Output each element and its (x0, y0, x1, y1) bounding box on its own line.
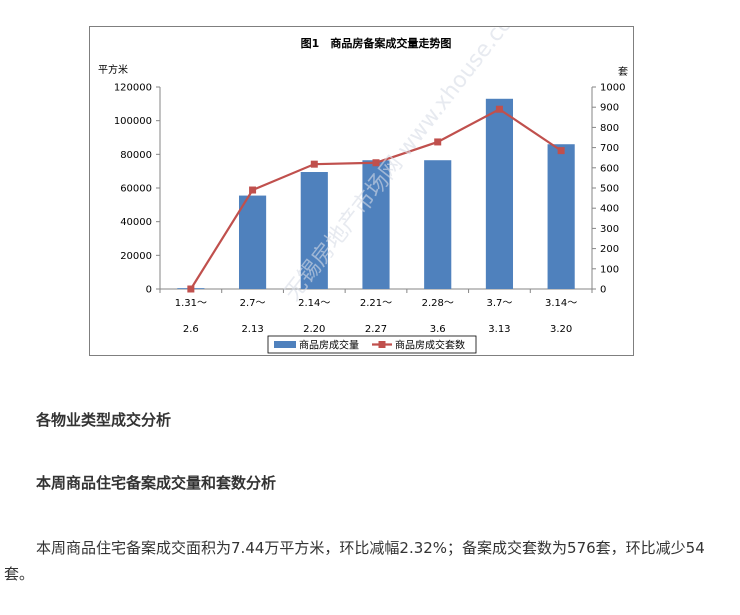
bar-2.21～ (362, 160, 390, 289)
line-point (434, 138, 442, 146)
legend-label-bar: 商品房成交量 (299, 339, 359, 352)
x-tick-label: 1.31～ (175, 298, 207, 309)
y-left-unit: 平方米 (98, 63, 128, 76)
chart-container: 图1 商品房备案成交量走势图平方米 套 0 20000 40000 60000 80000 1… (89, 26, 634, 356)
x-tick-label-second-line: 2.20 (303, 324, 325, 335)
y-right-tick-label: 200 (600, 244, 619, 255)
x-tick-label-second-line: 3.6 (430, 324, 446, 335)
y-right-tick-label: 800 (600, 123, 619, 134)
summary-paragraph: 本周商品住宅备案成交面积为7.44万平方米，环比减幅2.32%；备案成交套数为5… (36, 539, 705, 557)
line-point (187, 285, 195, 293)
section-heading-residential: 本周商品住宅备案成交量和套数分析 (36, 474, 277, 492)
x-tick-label: 3.7～ (486, 298, 512, 309)
bar-3.7～ (485, 98, 514, 290)
line-point (249, 186, 257, 194)
line-point (557, 147, 565, 155)
legend-label-line: 商品房成交套数 (395, 339, 465, 352)
x-tick-label: 3.14～ (545, 298, 577, 309)
summary-paragraph-tail: 套。 (4, 565, 35, 583)
line-point (495, 105, 503, 113)
y-left-tick-label: 0 (146, 285, 152, 296)
y-right-tick-label: 300 (600, 224, 619, 235)
x-tick-label-second-line: 3.13 (488, 324, 510, 335)
x-tick-label: 2.21～ (360, 298, 392, 309)
y-left-tick-label: 100000 (114, 116, 152, 127)
y-right-tick-label: 500 (600, 184, 619, 195)
legend-swatch-bar (274, 341, 296, 348)
chart-title: 图1 商品房备案成交量走势图 (301, 36, 452, 50)
x-tick-label-second-line: 2.6 (183, 324, 199, 335)
line-point (310, 160, 318, 168)
x-tick-label-second-line: 2.13 (241, 324, 263, 335)
x-tick-label-second-line: 2.27 (365, 324, 387, 335)
y-right-tick-label: 400 (600, 204, 619, 215)
y-right-tick-label: 700 (600, 143, 619, 154)
y-left-tick-label: 120000 (114, 83, 152, 94)
x-tick-label: 2.28～ (422, 298, 454, 309)
bar-3.14～ (547, 144, 575, 289)
bar-2.14～ (300, 172, 328, 289)
legend-swatch-marker (378, 341, 386, 348)
y-left-tick-label: 60000 (120, 184, 152, 195)
line-point (372, 159, 380, 167)
bar-2.7～ (238, 195, 267, 289)
y-left-tick-label: 40000 (120, 217, 152, 228)
y-left-tick-label: 20000 (120, 251, 152, 262)
y-right-tick-label: 600 (600, 163, 619, 174)
x-tick-label-second-line: 3.20 (550, 324, 572, 335)
y-left-tick-label: 80000 (120, 150, 152, 161)
y-right-tick-label: 100 (600, 264, 619, 275)
y-right-tick-label: 900 (600, 103, 619, 114)
bar-2.28～ (424, 160, 452, 289)
x-tick-label: 2.14～ (298, 298, 330, 309)
y-right-tick-label: 0 (600, 285, 606, 296)
y-right-tick-label: 1000 (600, 83, 625, 94)
x-tick-label: 2.7～ (240, 298, 266, 309)
y-right-unit: 套 (618, 65, 628, 78)
section-heading-property-types: 各物业类型成交分析 (36, 411, 172, 429)
